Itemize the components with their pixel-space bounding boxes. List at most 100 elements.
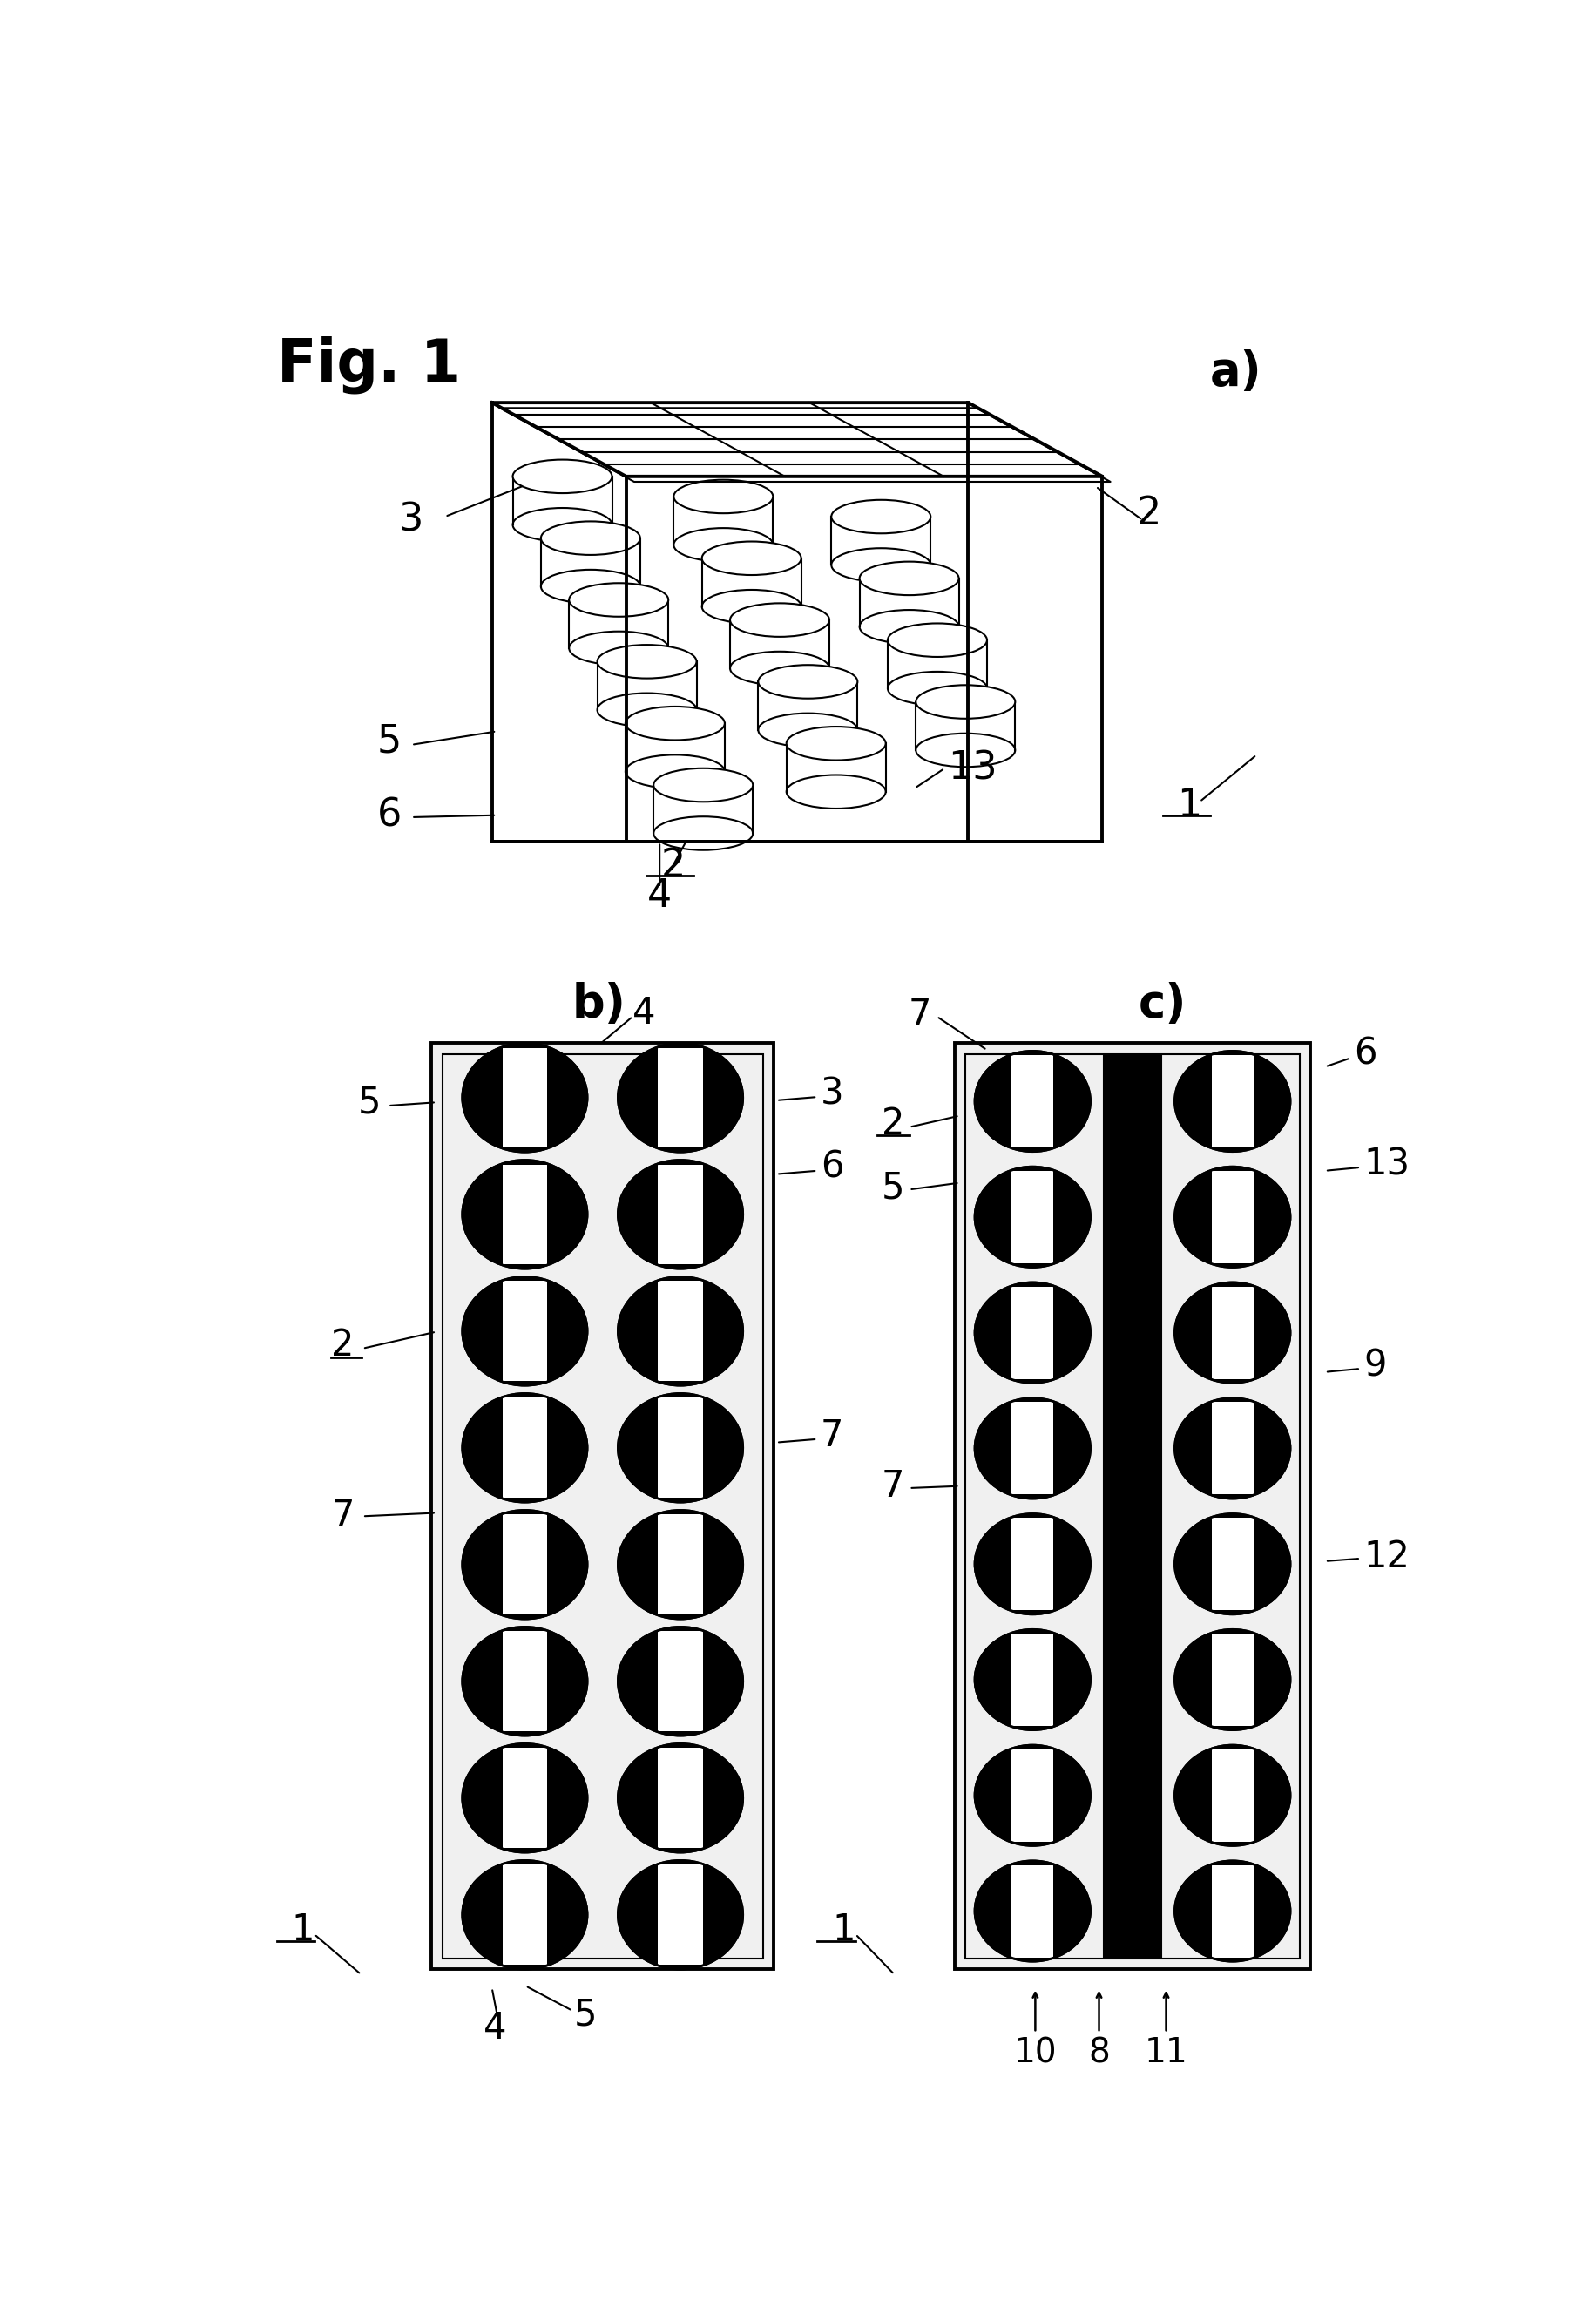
- Bar: [1211, 1402, 1253, 1495]
- Ellipse shape: [832, 499, 930, 534]
- Ellipse shape: [618, 1393, 742, 1502]
- Ellipse shape: [702, 541, 801, 576]
- Ellipse shape: [597, 694, 696, 726]
- Ellipse shape: [832, 548, 930, 583]
- Text: 4: 4: [648, 877, 672, 914]
- Text: 5: 5: [358, 1084, 381, 1121]
- Ellipse shape: [729, 603, 830, 636]
- Bar: [1211, 1750, 1253, 1841]
- Ellipse shape: [975, 1167, 1090, 1267]
- Bar: [503, 1632, 547, 1731]
- Ellipse shape: [618, 1277, 742, 1386]
- Ellipse shape: [975, 1745, 1090, 1845]
- Bar: [1012, 1518, 1053, 1611]
- Ellipse shape: [1175, 1051, 1290, 1151]
- Text: 12: 12: [1365, 1539, 1409, 1576]
- Text: 5: 5: [575, 1996, 597, 2033]
- Text: 1: 1: [833, 1913, 855, 1947]
- Ellipse shape: [541, 522, 640, 555]
- Ellipse shape: [758, 713, 857, 747]
- Ellipse shape: [787, 775, 886, 808]
- Ellipse shape: [618, 1743, 742, 1852]
- Text: 4: 4: [632, 996, 656, 1031]
- Text: 3: 3: [820, 1075, 844, 1112]
- Text: 9: 9: [1365, 1346, 1387, 1383]
- Text: 5: 5: [881, 1170, 905, 1207]
- Ellipse shape: [1175, 1284, 1290, 1383]
- Text: 4: 4: [484, 2010, 508, 2047]
- Ellipse shape: [975, 1513, 1090, 1613]
- Ellipse shape: [860, 562, 959, 594]
- Text: 6: 6: [1353, 1035, 1377, 1072]
- Bar: [1211, 1864, 1253, 1957]
- Bar: [503, 1516, 547, 1615]
- Bar: [503, 1281, 547, 1381]
- Bar: [1012, 1056, 1053, 1147]
- Bar: [1012, 1286, 1053, 1379]
- Bar: [658, 1165, 702, 1265]
- Text: 7: 7: [820, 1418, 844, 1453]
- Ellipse shape: [618, 1861, 742, 1968]
- Text: 1: 1: [290, 1913, 314, 1947]
- Ellipse shape: [1175, 1629, 1290, 1729]
- Bar: [503, 1748, 547, 1848]
- Bar: [658, 1864, 702, 1964]
- Bar: [1211, 1056, 1253, 1147]
- Text: c): c): [1138, 982, 1187, 1026]
- Text: 13: 13: [948, 750, 998, 787]
- Bar: [658, 1397, 702, 1497]
- Text: a): a): [1210, 350, 1262, 395]
- Bar: [1211, 1634, 1253, 1727]
- Ellipse shape: [512, 460, 611, 492]
- Bar: [1012, 1634, 1053, 1727]
- Ellipse shape: [860, 610, 959, 643]
- Ellipse shape: [463, 1743, 587, 1852]
- Ellipse shape: [674, 480, 772, 513]
- Ellipse shape: [570, 631, 669, 664]
- Bar: [658, 1516, 702, 1615]
- Ellipse shape: [1175, 1397, 1290, 1499]
- Bar: [1012, 1170, 1053, 1263]
- Ellipse shape: [512, 508, 611, 541]
- Text: 2: 2: [332, 1328, 354, 1362]
- Text: 2: 2: [881, 1105, 905, 1142]
- Text: 13: 13: [1365, 1147, 1411, 1181]
- Ellipse shape: [1175, 1861, 1290, 1961]
- Ellipse shape: [654, 768, 753, 801]
- Text: Fig. 1: Fig. 1: [278, 337, 461, 395]
- Bar: [442, 1054, 763, 1959]
- Text: 7: 7: [332, 1497, 354, 1534]
- Bar: [966, 1054, 1299, 1959]
- Bar: [658, 1748, 702, 1848]
- Ellipse shape: [975, 1397, 1090, 1499]
- Text: 2: 2: [661, 847, 685, 884]
- Ellipse shape: [674, 529, 772, 562]
- Bar: [1211, 1286, 1253, 1379]
- Ellipse shape: [463, 1861, 587, 1968]
- Bar: [658, 1281, 702, 1381]
- Bar: [1211, 1518, 1253, 1611]
- Bar: [1012, 1864, 1053, 1957]
- Ellipse shape: [626, 706, 725, 740]
- Ellipse shape: [1175, 1167, 1290, 1267]
- Text: 6: 6: [820, 1149, 844, 1186]
- Ellipse shape: [626, 754, 725, 789]
- Text: 7: 7: [881, 1467, 905, 1504]
- Ellipse shape: [887, 671, 986, 706]
- Bar: [503, 1165, 547, 1265]
- Ellipse shape: [916, 733, 1015, 766]
- Ellipse shape: [729, 652, 830, 685]
- Ellipse shape: [787, 726, 886, 761]
- Ellipse shape: [463, 1044, 587, 1151]
- Text: 6: 6: [377, 796, 401, 833]
- Ellipse shape: [702, 590, 801, 624]
- Ellipse shape: [916, 685, 1015, 720]
- Ellipse shape: [654, 817, 753, 849]
- Text: b): b): [573, 982, 626, 1026]
- Bar: [1104, 1056, 1160, 1957]
- Ellipse shape: [887, 624, 986, 657]
- Text: 2: 2: [1136, 494, 1162, 532]
- Ellipse shape: [1175, 1513, 1290, 1613]
- Bar: [503, 1047, 547, 1147]
- Text: 7: 7: [908, 996, 932, 1033]
